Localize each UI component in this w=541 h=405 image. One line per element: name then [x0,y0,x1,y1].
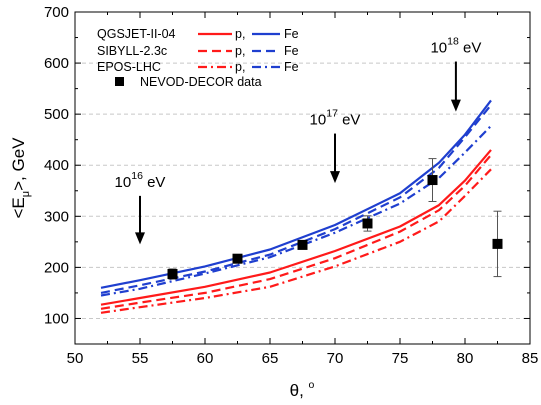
y-tick-label-400: 400 [44,157,69,174]
x-tick-label-85: 85 [522,350,539,367]
y-tick-label-100: 100 [44,310,69,327]
y-tick-label-500: 500 [44,106,69,123]
data-point-82.5 [493,239,503,249]
data-point-72.5 [363,218,373,228]
data-point-62.5 [233,254,243,264]
legend-qgsjet-fe-label: Fe [284,27,299,41]
x-tick-label-65: 65 [262,350,279,367]
data-point-57.5 [168,269,178,279]
x-tick-label-55: 55 [132,350,149,367]
x-tick-label-60: 60 [197,350,214,367]
legend-model-qgsjet: QGSJET-II-04 [97,27,176,41]
legend-model-epos: EPOS-LHC [97,60,161,74]
legend-data-marker [115,77,124,86]
x-tick-label-50: 50 [67,350,84,367]
x-tick-label-70: 70 [327,350,344,367]
x-tick-label-80: 80 [457,350,474,367]
data-point-77.5 [428,175,438,185]
y-tick-label-600: 600 [44,55,69,72]
y-tick-label-200: 200 [44,259,69,276]
legend-model-sibyll: SIBYLL-2.3c [97,44,167,58]
legend-epos-fe-label: Fe [284,60,299,74]
legend-epos-p-label: p, [235,60,245,74]
legend-sibyll-p-label: p, [235,44,245,58]
x-tick-label-75: 75 [392,350,409,367]
y-tick-label-300: 300 [44,208,69,225]
legend-sibyll-fe-label: Fe [284,44,299,58]
legend-data-label: NEVOD-DECOR data [140,75,262,89]
data-point-67.5 [298,240,308,250]
y-tick-label-700: 700 [44,4,69,21]
legend-qgsjet-p-label: p, [235,27,245,41]
